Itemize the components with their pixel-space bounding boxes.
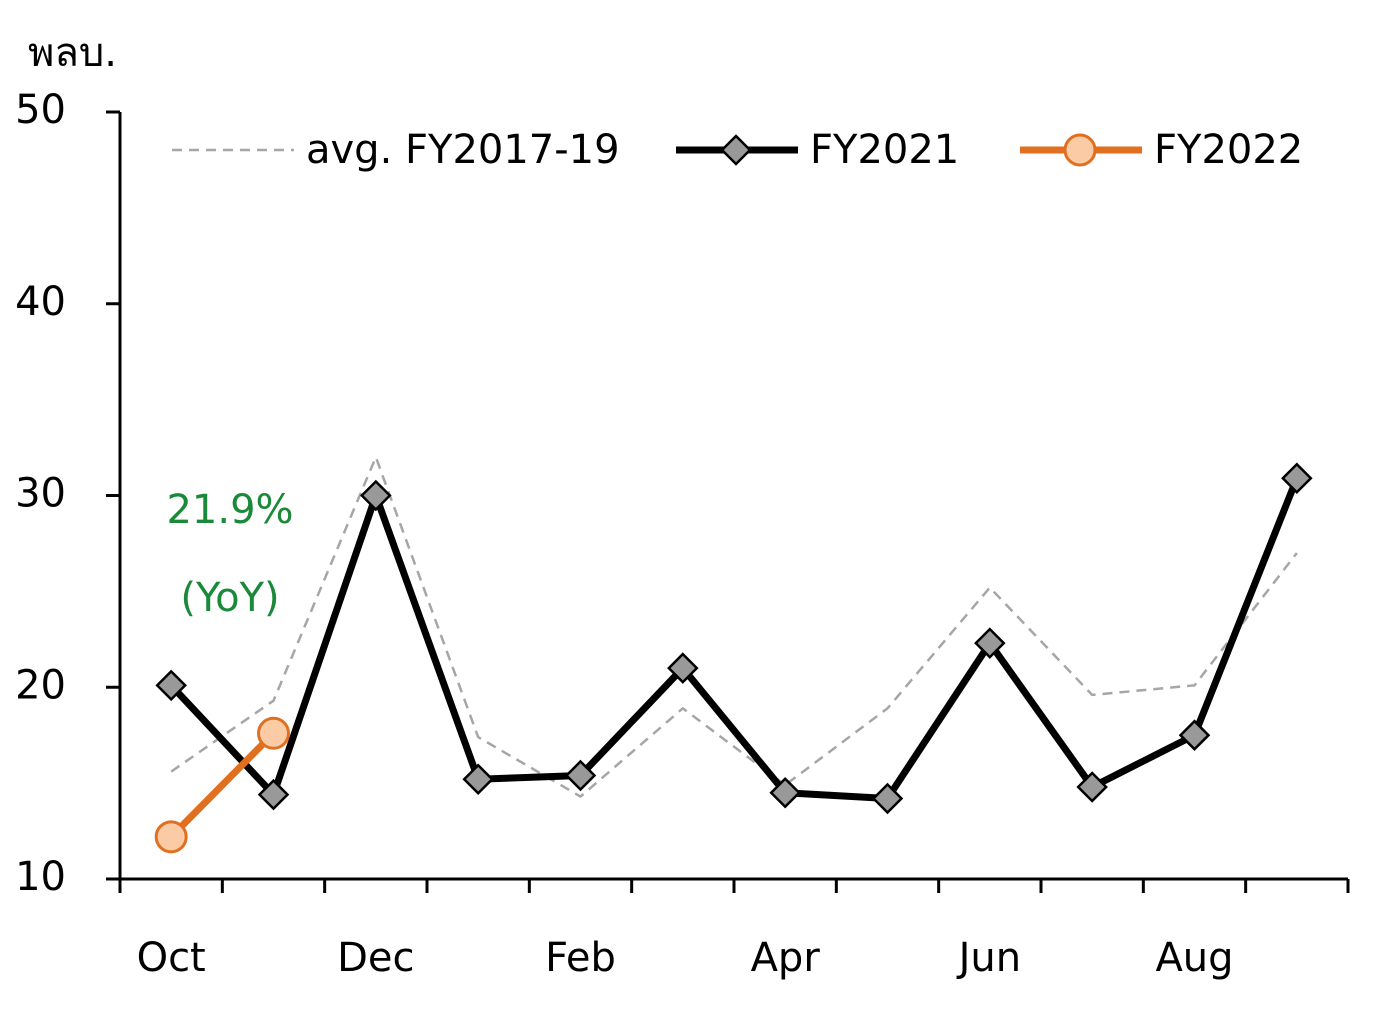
x-tick-label: Apr	[751, 935, 821, 981]
x-tick-label: Dec	[337, 935, 414, 981]
x-tick-label: Oct	[137, 935, 206, 981]
y-tick-label: 30	[15, 471, 66, 517]
annotation: 21.9%	[166, 487, 293, 533]
y-tick-label: 10	[15, 854, 66, 900]
series-line	[170, 455, 1298, 798]
point	[360, 479, 392, 512]
series-line	[168, 476, 1301, 802]
legend-marker	[720, 134, 752, 166]
point	[1076, 771, 1108, 803]
x-tick-label: Jun	[956, 935, 1022, 981]
y-tick-label: 20	[15, 662, 66, 708]
point	[769, 776, 801, 809]
legend-label: FY2021	[810, 127, 959, 173]
x-tick-label: Aug	[1155, 935, 1233, 981]
y-axis-label: พลบ.	[28, 30, 117, 76]
x-tick-label: Feb	[545, 935, 616, 981]
point	[667, 652, 699, 684]
point	[257, 716, 290, 750]
point	[257, 778, 290, 811]
point	[1178, 719, 1211, 751]
annotation: (YoY)	[180, 575, 279, 621]
point	[154, 820, 188, 854]
legend-label: avg. FY2017-19	[306, 127, 620, 173]
series-line	[168, 730, 276, 840]
legend-label: FY2022	[1154, 127, 1303, 173]
point	[564, 759, 597, 792]
point	[462, 763, 494, 796]
point	[155, 669, 187, 702]
point	[871, 782, 904, 815]
legend-marker	[1063, 133, 1097, 167]
y-tick-label: 50	[15, 87, 66, 133]
y-tick-label: 40	[15, 279, 66, 325]
point	[1281, 462, 1313, 495]
point	[974, 627, 1006, 659]
